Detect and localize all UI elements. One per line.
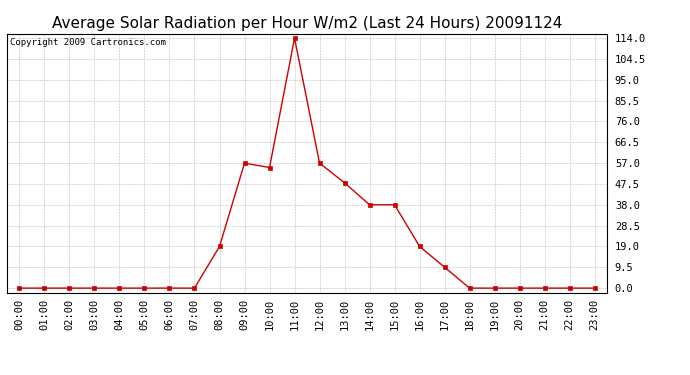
- Title: Average Solar Radiation per Hour W/m2 (Last 24 Hours) 20091124: Average Solar Radiation per Hour W/m2 (L…: [52, 16, 562, 31]
- Text: Copyright 2009 Cartronics.com: Copyright 2009 Cartronics.com: [10, 38, 166, 46]
